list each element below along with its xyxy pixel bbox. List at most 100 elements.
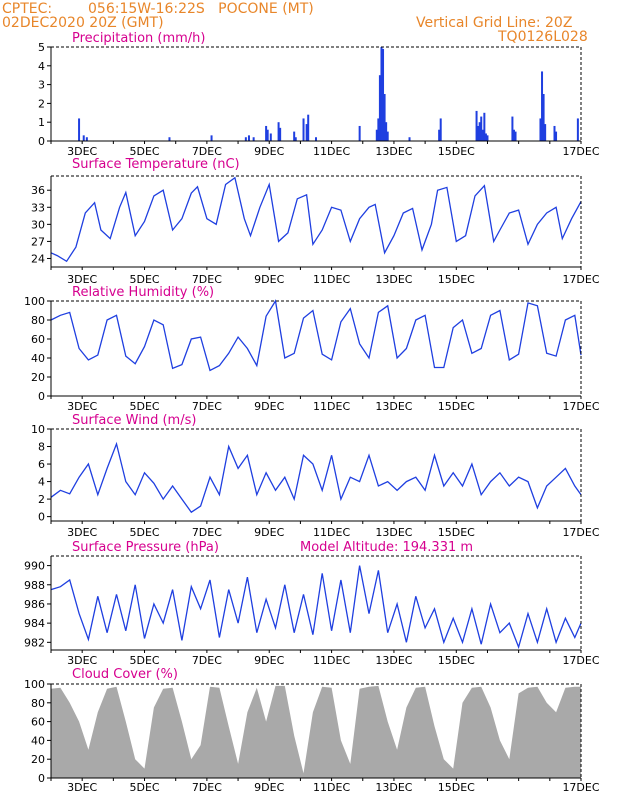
precip-bar <box>265 125 268 141</box>
precip-bar <box>266 129 269 141</box>
precip-bar <box>486 135 489 141</box>
y-tick-label: 100 <box>24 678 45 691</box>
y-tick-label: 1 <box>38 116 45 129</box>
x-tick-label: 3DEC <box>67 654 97 667</box>
x-tick-label: 11DEC <box>313 145 350 158</box>
precip-bar <box>302 118 305 141</box>
x-tick-label: 17DEC <box>562 526 599 539</box>
header-run: 02DEC2020 20Z (GMT) <box>2 15 164 31</box>
x-tick-label: 11DEC <box>313 273 350 286</box>
precip-bar <box>475 110 478 141</box>
precip-bar <box>511 116 514 141</box>
y-tick-label: 982 <box>24 636 45 649</box>
precip-bar <box>252 137 255 141</box>
x-tick-label: 7DEC <box>192 526 222 539</box>
y-tick-label: 27 <box>31 235 45 248</box>
y-tick-label: 60 <box>31 716 45 729</box>
y-tick-label: 40 <box>31 734 45 747</box>
x-tick-label: 5DEC <box>129 526 159 539</box>
x-tick-label: 17DEC <box>562 400 599 413</box>
precip-bar <box>541 71 544 141</box>
y-tick-label: 2 <box>38 493 45 506</box>
x-tick-label: 11DEC <box>313 400 350 413</box>
y-tick-label: 60 <box>31 333 45 346</box>
precip-bar <box>247 135 250 141</box>
precip-bar <box>305 124 308 141</box>
x-tick-label: 5DEC <box>129 400 159 413</box>
precip-bar <box>82 135 85 141</box>
y-tick-label: 80 <box>31 314 45 327</box>
precip-bar <box>85 137 88 141</box>
y-tick-label: 0 <box>38 772 45 785</box>
panel-title: Relative Humidity (%) <box>72 285 214 300</box>
x-tick-label: 17DEC <box>562 273 599 286</box>
precip-bar <box>269 133 272 141</box>
precip-bar <box>483 112 486 141</box>
precip-bar <box>542 94 545 141</box>
y-tick-label: 10 <box>31 423 45 436</box>
series-line <box>50 565 582 650</box>
precip-bar <box>294 137 297 141</box>
y-tick-label: 8 <box>38 441 45 454</box>
precip-bar <box>377 118 380 141</box>
x-tick-label: 13DEC <box>375 526 412 539</box>
precip-bar <box>358 125 361 141</box>
panel-title: Cloud Cover (%) <box>72 667 178 682</box>
panel-title: Surface Wind (m/s) <box>72 413 196 428</box>
y-tick-label: 0 <box>38 390 45 403</box>
precip-bar <box>378 75 381 141</box>
precip-bar <box>210 135 213 141</box>
precip-bar <box>477 125 480 141</box>
precip-bar <box>480 116 483 141</box>
precip-bar <box>576 118 579 141</box>
y-tick-label: 2 <box>38 97 45 110</box>
y-tick-label: 80 <box>31 697 45 710</box>
header-grid-note: Vertical Grid Line: 20Z <box>416 15 573 31</box>
x-tick-label: 9DEC <box>254 400 284 413</box>
precip-bar <box>382 48 385 141</box>
precip-bar <box>315 137 317 141</box>
precip-bar <box>385 122 388 141</box>
x-tick-label: 7DEC <box>192 654 222 667</box>
x-tick-label: 7DEC <box>192 400 222 413</box>
precip-bar <box>553 125 556 141</box>
x-tick-label: 5DEC <box>129 781 159 794</box>
x-tick-label: 17DEC <box>562 781 599 794</box>
x-tick-label: 3DEC <box>67 145 97 158</box>
y-tick-label: 20 <box>31 371 45 384</box>
x-tick-label: 13DEC <box>375 654 412 667</box>
precip-bar <box>78 118 81 141</box>
y-tick-label: 4 <box>38 60 45 73</box>
panel-annotation: Model Altitude: 194.331 m <box>300 540 473 555</box>
y-tick-label: 40 <box>31 352 45 365</box>
y-tick-label: 30 <box>31 218 45 231</box>
panel-title: Surface Pressure (hPa) <box>72 540 219 555</box>
y-tick-label: 988 <box>24 579 45 592</box>
x-tick-label: 13DEC <box>375 781 412 794</box>
x-tick-label: 15DEC <box>438 400 475 413</box>
header-source: CPTEC: <box>2 1 53 17</box>
x-tick-label: 15DEC <box>438 273 475 286</box>
y-tick-label: 24 <box>31 252 45 265</box>
precip-bar <box>514 131 517 141</box>
precip-bar <box>478 122 481 141</box>
x-tick-label: 11DEC <box>313 781 350 794</box>
x-tick-label: 11DEC <box>313 526 350 539</box>
header-location: 056:15W-16:22S POCONE (MT) <box>88 1 314 17</box>
panel-title: Surface Temperature (nC) <box>72 157 240 172</box>
y-tick-label: 6 <box>38 458 45 471</box>
x-tick-label: 7DEC <box>192 781 222 794</box>
x-tick-label: 9DEC <box>254 145 284 158</box>
precip-bar <box>279 127 282 141</box>
x-tick-label: 15DEC <box>438 145 475 158</box>
x-tick-label: 11DEC <box>313 654 350 667</box>
precip-bar <box>380 47 383 141</box>
precip-bar <box>512 129 515 141</box>
cloud-cover-area <box>51 685 581 778</box>
x-tick-label: 9DEC <box>254 273 284 286</box>
precip-bar <box>293 131 296 141</box>
x-tick-label: 3DEC <box>67 526 97 539</box>
y-tick-label: 984 <box>24 617 45 630</box>
x-tick-label: 5DEC <box>129 145 159 158</box>
x-tick-label: 3DEC <box>67 400 97 413</box>
